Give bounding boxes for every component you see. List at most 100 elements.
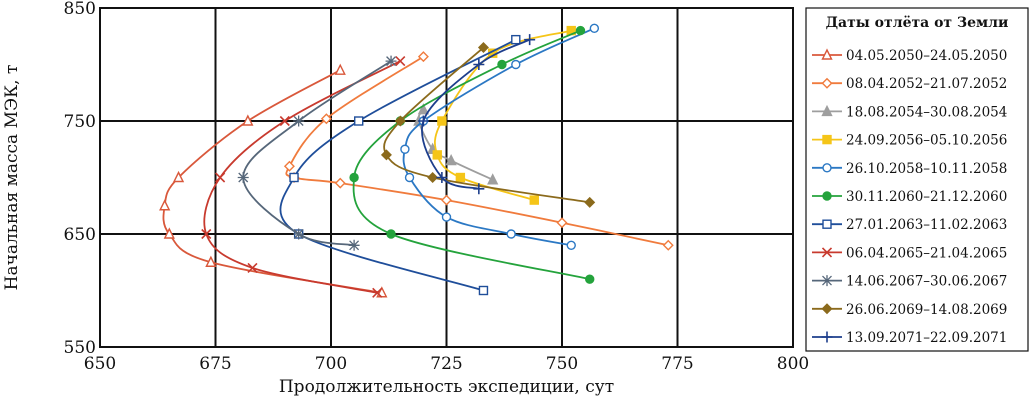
data-point	[279, 115, 290, 127]
series-line	[203, 60, 401, 294]
data-point	[283, 160, 295, 172]
data-point	[386, 229, 396, 239]
data-point	[556, 217, 568, 229]
data-point	[334, 63, 346, 75]
x-tick-label: 725	[430, 354, 462, 374]
data-point	[395, 56, 406, 67]
legend-item: 30.11.2060–21.12.2060	[812, 189, 1007, 205]
legend-marker	[821, 77, 833, 89]
legend-marker	[821, 303, 833, 315]
data-point	[205, 255, 217, 267]
data-point	[293, 115, 305, 127]
data-point	[159, 199, 171, 211]
y-tick-label: 750	[64, 112, 96, 132]
data-point	[247, 262, 258, 273]
legend-marker	[822, 191, 832, 201]
data-point	[354, 116, 364, 126]
data-point	[506, 229, 516, 239]
legend-title: Даты отлёта от Земли	[826, 15, 1009, 31]
y-axis-label: Начальная масса МЭК, т	[2, 65, 22, 291]
legend-marker	[822, 134, 832, 145]
data-point	[584, 196, 596, 208]
legend-item: 13.09.2071–22.09.2071	[812, 330, 1007, 346]
data-point	[575, 25, 586, 36]
series-line	[434, 29, 572, 201]
legend-marker	[821, 331, 833, 343]
data-point	[566, 240, 576, 251]
y-tick-label: 850	[64, 0, 96, 19]
data-point	[589, 23, 600, 34]
data-point	[511, 59, 521, 70]
data-point	[497, 59, 507, 70]
legend-item: 06.04.2065–21.04.2065	[812, 245, 1007, 261]
legend-items: 04.05.2050–24.05.2050 08.04.2052–21.07.20…	[812, 48, 1007, 346]
series-5	[400, 23, 600, 251]
legend-label: 06.04.2065–21.04.2065	[846, 245, 1007, 261]
data-point	[163, 227, 175, 239]
data-point	[385, 55, 397, 67]
x-tick-label: 700	[315, 354, 347, 374]
legend-item: 04.05.2050–24.05.2050	[812, 48, 1007, 64]
data-point	[524, 34, 536, 46]
series-4	[432, 25, 576, 205]
legend-marker	[821, 275, 833, 287]
legend-item: 14.06.2067–30.06.2067	[812, 274, 1007, 290]
legend-marker	[821, 48, 833, 60]
data-point	[477, 42, 489, 54]
legend-item: 08.04.2052–21.07.2052	[812, 76, 1007, 92]
legend-item: 24.09.2056–05.10.2056	[812, 133, 1007, 149]
x-tick-label: 750	[546, 354, 578, 374]
data-point	[172, 170, 185, 183]
data-point	[334, 177, 346, 189]
data-point	[529, 195, 539, 205]
data-point	[478, 285, 489, 296]
data-point	[437, 116, 447, 126]
data-point	[511, 34, 521, 45]
legend-label: 08.04.2052–21.07.2052	[846, 76, 1007, 92]
series-10	[380, 42, 596, 208]
data-point	[455, 172, 466, 183]
series-1	[159, 63, 388, 298]
legend-item: 26.10.2058–10.11.2058	[812, 161, 1007, 177]
data-point	[372, 287, 383, 298]
data-point	[348, 239, 360, 251]
legend-marker	[821, 247, 833, 258]
data-point	[400, 144, 410, 154]
legend-marker	[822, 163, 832, 173]
series-9	[237, 55, 397, 251]
data-point	[404, 172, 415, 183]
y-tick-label: 550	[64, 338, 96, 358]
legend-box	[805, 7, 1029, 352]
series-6	[349, 25, 595, 284]
data-point	[417, 51, 429, 63]
data-point	[242, 114, 254, 126]
x-axis-label: Продолжительность экспедиции, сут	[279, 377, 614, 397]
legend-item: 27.01.2063–11.02.2063	[812, 217, 1007, 233]
y-tick-labels: 550 650 750 850	[64, 0, 96, 358]
x-tick-label: 800	[777, 354, 809, 374]
legend-label: 30.11.2060–21.12.2060	[846, 189, 1007, 205]
series-8	[201, 56, 406, 298]
legend-label: 24.09.2056–05.10.2056	[846, 133, 1007, 149]
data-point	[441, 194, 452, 206]
data-point	[201, 228, 212, 240]
data-point	[215, 172, 226, 183]
y-tick-label: 650	[64, 225, 96, 245]
data-point	[417, 115, 429, 127]
data-point	[445, 153, 457, 166]
series-layer	[159, 23, 674, 298]
legend-label: 13.09.2071–22.09.2071	[846, 330, 1007, 346]
legend-label: 26.10.2058–10.11.2058	[846, 161, 1007, 177]
data-point	[473, 59, 485, 70]
data-point	[585, 274, 595, 284]
plot-border	[99, 7, 794, 348]
data-point	[289, 172, 299, 183]
legend-label: 14.06.2067–30.06.2067	[846, 274, 1007, 290]
legend-label: 26.06.2069–14.08.2069	[846, 302, 1007, 318]
data-point	[293, 228, 305, 240]
data-point	[662, 239, 674, 251]
legend-label: 27.01.2063–11.02.2063	[846, 217, 1007, 233]
data-point	[417, 103, 430, 115]
x-tick-labels: 650 675 700 725 750 775 800	[84, 354, 809, 374]
